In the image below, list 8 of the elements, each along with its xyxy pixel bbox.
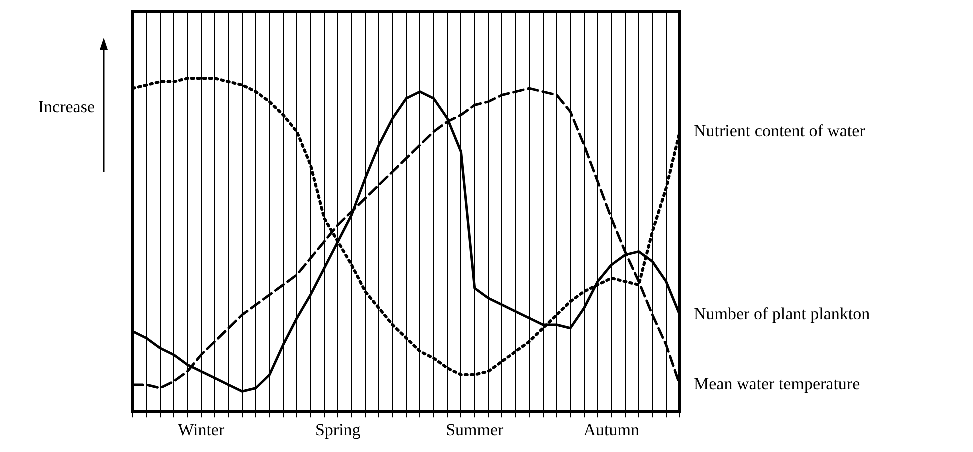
x-tick-label: Spring xyxy=(315,420,362,440)
series-label: Mean water temperature xyxy=(694,374,860,394)
x-tick-label: Winter xyxy=(178,420,225,440)
x-tick-label: Autumn xyxy=(584,420,640,440)
series-label: Nutrient content of water xyxy=(694,121,866,140)
series-label: Number of plant plankton xyxy=(694,304,871,324)
x-tick-label: Summer xyxy=(446,420,504,440)
y-axis-title: Increase xyxy=(38,97,95,116)
